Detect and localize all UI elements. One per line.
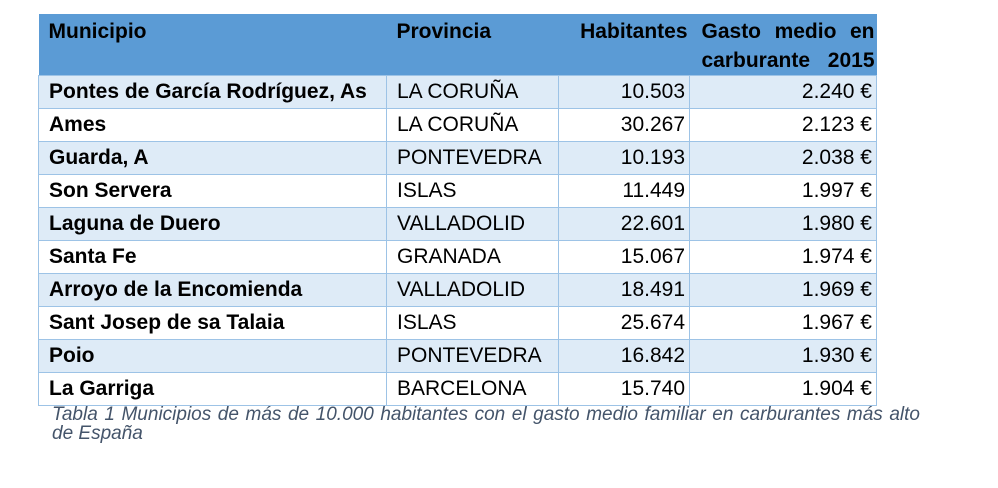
header-row: Municipio Provincia Habitantes Gasto med… (38, 14, 877, 76)
table-row: Poio PONTEVEDRA 16.842 1.930 € (38, 339, 877, 373)
cell-gasto: 2.038 € (689, 141, 877, 175)
cell-municipio: La Garriga (38, 372, 387, 406)
table-row: La Garriga BARCELONA 15.740 1.904 € (38, 372, 877, 406)
cell-provincia: LA CORUÑA (386, 75, 559, 109)
header-provincia: Provincia (386, 14, 559, 76)
cell-municipio: Pontes de García Rodríguez, As (38, 75, 387, 109)
cell-provincia: ISLAS (386, 174, 559, 208)
cell-provincia: BARCELONA (386, 372, 559, 406)
cell-habitantes: 15.067 (558, 240, 690, 274)
cell-habitantes: 22.601 (558, 207, 690, 241)
cell-provincia: GRANADA (386, 240, 559, 274)
header-gasto-line2: carburante 2015 (701, 49, 875, 72)
cell-habitantes: 11.449 (558, 174, 690, 208)
cell-habitantes: 25.674 (558, 306, 690, 340)
cell-gasto: 2.123 € (689, 108, 877, 142)
table-body: Pontes de García Rodríguez, As LA CORUÑA 1… (38, 75, 877, 406)
table-row: Laguna de Duero VALLADOLID 22.601 1.980 € (38, 207, 877, 241)
cell-provincia: PONTEVEDRA (386, 141, 559, 175)
cell-gasto: 1.967 € (689, 306, 877, 340)
cell-gasto: 1.930 € (689, 339, 877, 373)
cell-provincia: ISLAS (386, 306, 559, 340)
table-header: Municipio Provincia Habitantes Gasto med… (38, 14, 877, 76)
cell-habitantes: 30.267 (558, 108, 690, 142)
cell-provincia: VALLADOLID (386, 207, 559, 241)
cell-habitantes: 10.503 (558, 75, 690, 109)
cell-municipio: Son Servera (38, 174, 387, 208)
cell-gasto: 1.904 € (689, 372, 877, 406)
cell-municipio: Poio (38, 339, 387, 373)
cell-municipio: Ames (38, 108, 387, 142)
header-gasto-line1: Gasto medio en (701, 20, 875, 43)
cell-municipio: Laguna de Duero (38, 207, 387, 241)
cell-habitantes: 16.842 (558, 339, 690, 373)
table-row: Ames LA CORUÑA 30.267 2.123 € (38, 108, 877, 142)
table-caption: Tabla 1 Municipios de más de 10.000 habi… (52, 404, 920, 444)
cell-municipio: Santa Fe (38, 240, 387, 274)
cell-municipio: Arroyo de la Encomienda (38, 273, 387, 307)
table-row: Santa Fe GRANADA 15.067 1.974 € (38, 240, 877, 274)
cell-gasto: 1.997 € (689, 174, 877, 208)
table-row: Arroyo de la Encomienda VALLADOLID 18.491 1… (38, 273, 877, 307)
header-municipio: Municipio (38, 14, 387, 76)
header-habitantes: Habitantes (558, 14, 690, 76)
cell-provincia: LA CORUÑA (386, 108, 559, 142)
cell-habitantes: 18.491 (558, 273, 690, 307)
cell-municipio: Sant Josep de sa Talaia (38, 306, 387, 340)
cell-provincia: PONTEVEDRA (386, 339, 559, 373)
cell-habitantes: 10.193 (558, 141, 690, 175)
table-row: Pontes de García Rodríguez, As LA CORUÑA 1… (38, 75, 877, 109)
table-row: Son Servera ISLAS 11.449 1.997 € (38, 174, 877, 208)
table-row: Sant Josep de sa Talaia ISLAS 25.674 1.967 … (38, 306, 877, 340)
municipalities-table: Municipio Provincia Habitantes Gasto med… (38, 14, 877, 406)
cell-provincia: VALLADOLID (386, 273, 559, 307)
cell-gasto: 2.240 € (689, 75, 877, 109)
cell-municipio: Guarda, A (38, 141, 387, 175)
cell-gasto: 1.974 € (689, 240, 877, 274)
cell-gasto: 1.969 € (689, 273, 877, 307)
header-gasto: Gasto medio en carburante 2015 (689, 14, 877, 76)
cell-habitantes: 15.740 (558, 372, 690, 406)
table-row: Guarda, A PONTEVEDRA 10.193 2.038 € (38, 141, 877, 175)
cell-gasto: 1.980 € (689, 207, 877, 241)
